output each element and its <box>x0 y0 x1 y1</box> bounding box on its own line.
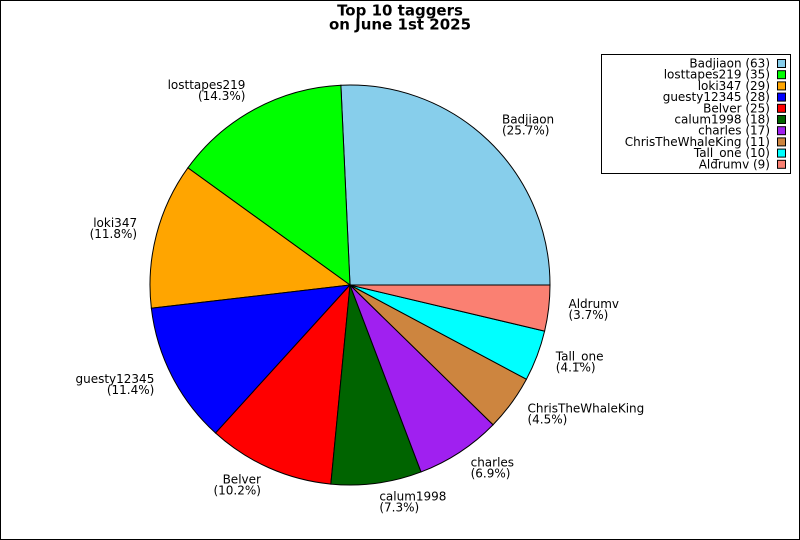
slice-label: guesty12345 <box>75 372 154 386</box>
slice-label: Tall_one <box>555 349 604 363</box>
legend-label: calum1998 (18) <box>674 113 770 127</box>
pie-slice <box>187 84 351 287</box>
legend-label: guesty12345 (28) <box>663 90 770 104</box>
slice-percent: (25.7%) <box>502 123 549 137</box>
legend-swatch <box>777 81 786 91</box>
slice-label: calum1998 <box>379 490 446 504</box>
legend-label: Badjiaon (63) <box>689 57 770 71</box>
chart-title: on June 1st 2025 <box>329 16 471 34</box>
pie-slice <box>340 84 551 286</box>
legend-label: Tall_one (10) <box>693 146 770 160</box>
legend-swatch <box>777 159 786 169</box>
slice-label: ChrisTheWhaleKing <box>527 401 644 415</box>
legend-label: loki347 (29) <box>698 79 770 93</box>
slice-label: charles <box>471 455 514 469</box>
legend-swatch <box>777 59 786 68</box>
slice-label: loki347 <box>93 216 137 230</box>
legend-swatch <box>777 115 786 124</box>
slice-percent: (7.3%) <box>379 501 419 515</box>
legend-label: Aldrumv (9) <box>699 157 770 171</box>
slice-label: Badjiaon <box>502 112 554 126</box>
legend-swatch <box>777 92 786 102</box>
legend-label: Belver (25) <box>703 101 770 115</box>
slice-percent: (6.9%) <box>471 466 511 480</box>
pie-slice <box>149 167 352 309</box>
slice-percent: (11.8%) <box>90 227 137 241</box>
slice-percent: (3.7%) <box>569 308 609 322</box>
slice-label: Aldrumv <box>569 297 620 311</box>
pie-slice <box>214 283 351 485</box>
legend-label: ChrisTheWhaleKing (11) <box>625 135 770 149</box>
legend-swatch <box>777 103 786 113</box>
legend-box <box>601 54 791 174</box>
pie-slice <box>349 284 551 332</box>
slice-percent: (4.1%) <box>556 360 596 374</box>
legend-swatch <box>777 126 786 136</box>
slice-label: Belver <box>223 473 261 487</box>
legend-label: losttapes219 (35) <box>664 68 770 82</box>
slice-percent: (14.3%) <box>198 89 245 103</box>
legend-swatch <box>777 70 786 80</box>
legend-swatch <box>777 137 786 147</box>
slice-label: losttapes219 <box>168 78 246 92</box>
legend-swatch <box>777 148 786 158</box>
pie-slice <box>150 284 352 434</box>
slice-percent: (10.2%) <box>213 484 260 498</box>
slice-percent: (4.5%) <box>527 412 567 426</box>
legend-label: charles (17) <box>698 124 770 138</box>
slice-percent: (11.4%) <box>107 383 154 397</box>
chart-title: Top 10 taggers <box>337 2 463 20</box>
